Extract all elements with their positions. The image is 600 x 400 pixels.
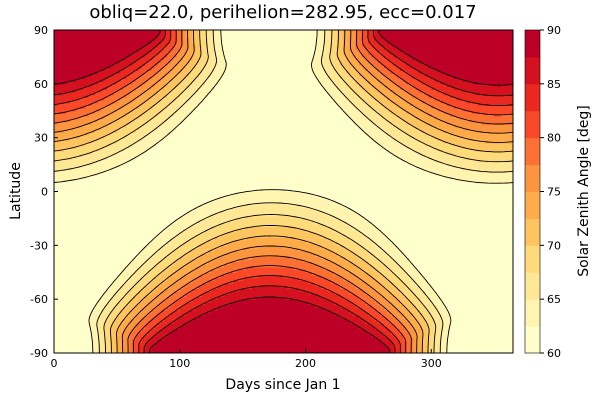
plot-area <box>54 30 514 354</box>
chart-title: obliq=22.0, perihelion=282.95, ecc=0.017 <box>89 2 476 23</box>
